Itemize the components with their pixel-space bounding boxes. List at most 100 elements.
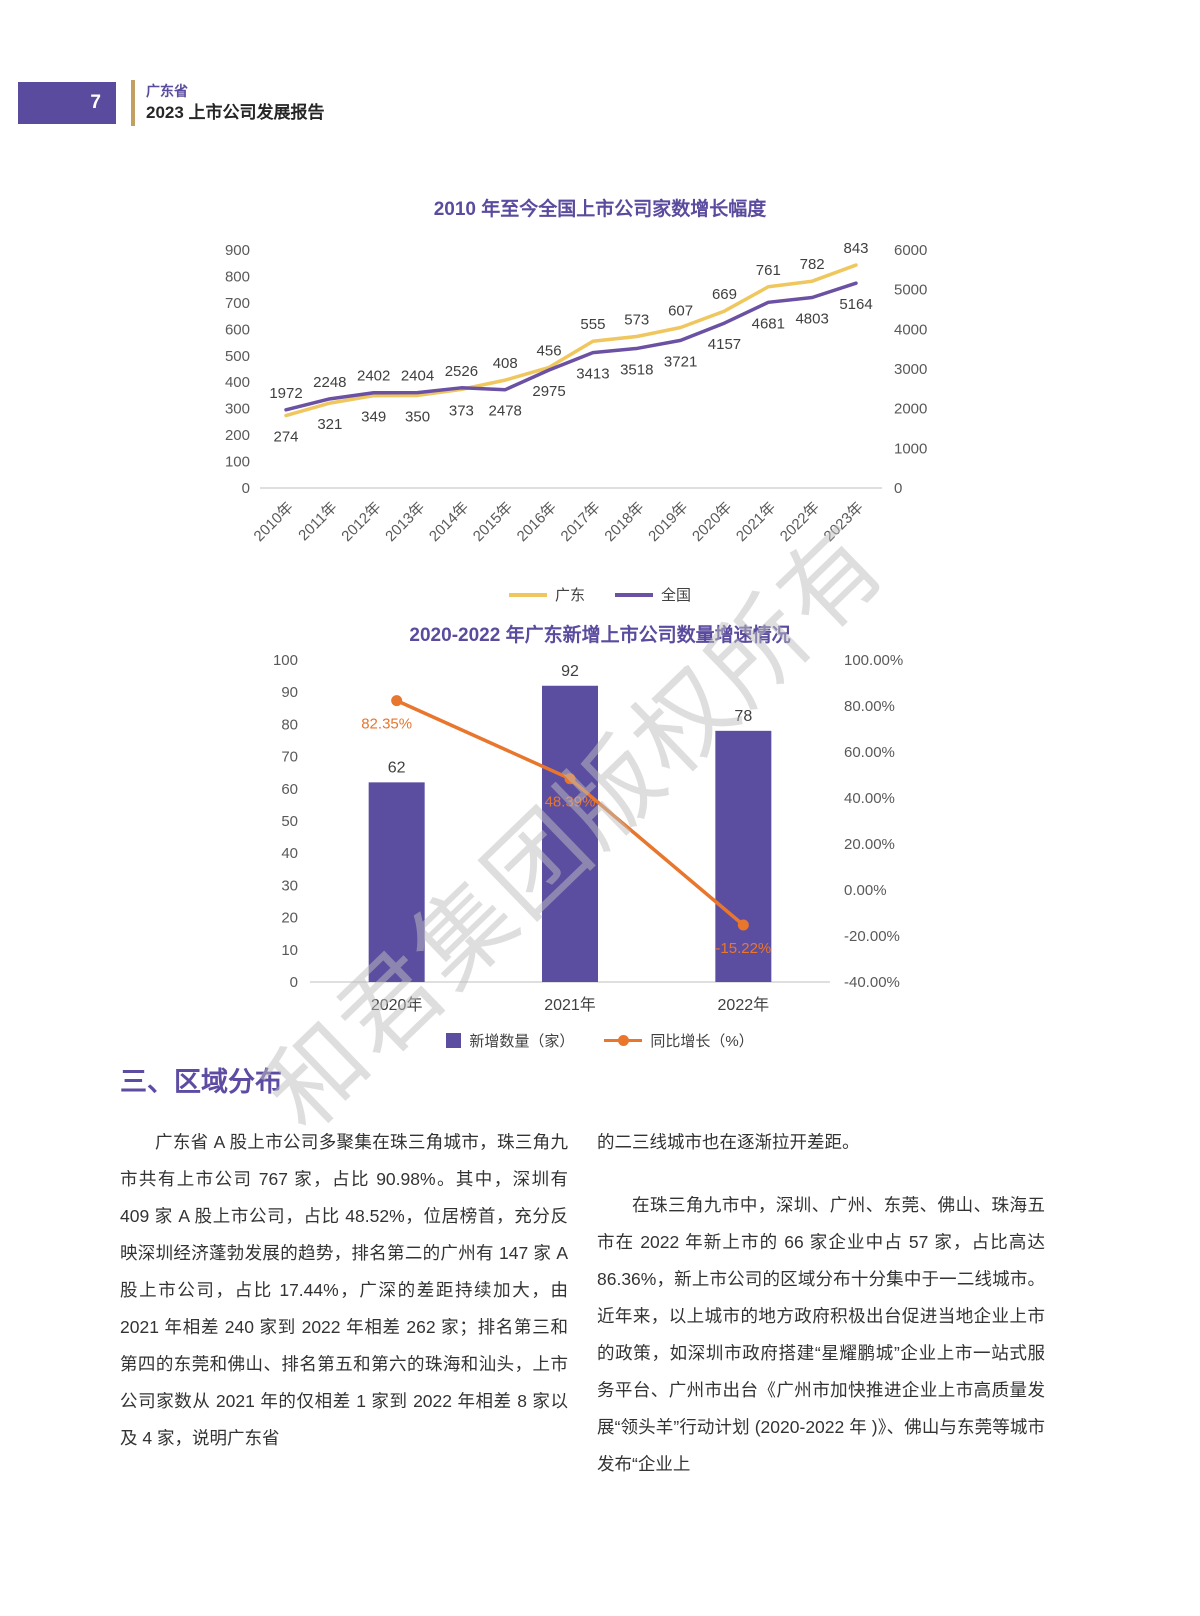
left-axis-tick: 900 [225,242,250,259]
report-header: 广东省 2023 上市公司发展报告 [146,81,325,125]
left-axis-tick: 50 [281,813,298,830]
right-axis-tick: 20.00% [844,836,895,853]
data-label: 607 [668,302,693,319]
right-axis-tick: 100.00% [844,652,903,669]
bar [368,782,425,982]
left-axis-tick: 500 [225,348,250,365]
legend-item-national: 全国 [615,584,691,605]
left-axis-tick: 90 [281,684,298,701]
left-axis-tick: 60 [281,781,298,798]
left-axis-tick: 100 [225,454,250,471]
data-label: 555 [580,316,605,333]
data-label: 4803 [795,310,828,327]
chart2-title: 2020-2022 年广东新增上市公司数量增速情况 [409,625,791,646]
chart2-canvas: 1009080706050403020100100.00%80.00%60.00… [273,652,903,1014]
left-axis-tick: 70 [281,749,298,766]
guangdong-line-swatch [508,592,547,597]
left-axis-tick: 200 [225,427,250,444]
right-axis-tick: -40.00% [844,974,900,991]
data-label: 350 [405,408,430,425]
legend-label-yoy-growth: 同比增长（%） [650,1033,754,1050]
category-label: 2016年 [514,499,560,545]
header-title: 广东省 [146,83,188,99]
data-label: 321 [317,416,342,433]
legend-item-guangdong: 广东 [508,584,585,605]
series-line [284,281,858,412]
left-axis-tick: 40 [281,845,298,862]
right-axis-tick: 2000 [894,401,927,418]
paragraph: 在珠三角九市中，深圳、广州、东莞、佛山、珠海五市在 2022 年新上市的 66 … [597,1195,1045,1474]
data-label: 3721 [664,353,697,370]
category-label: 2021年 [544,996,596,1014]
data-label: 2402 [357,368,390,385]
category-label: 2020年 [689,499,735,545]
data-label: 761 [756,262,781,279]
category-label: 2012年 [338,499,384,545]
left-axis-tick: 100 [273,652,298,669]
category-label: 2010年 [251,499,297,545]
marker [737,919,749,931]
data-label: 2248 [313,374,346,391]
right-axis-tick: 0 [894,480,902,497]
national-line-swatch [615,592,653,597]
data-label: 4157 [708,336,741,353]
legend-item-new-listings: 新增数量（家） [446,1030,574,1051]
header-divider [131,80,135,126]
category-label: 2022年 [718,996,770,1014]
bar [715,730,772,982]
section-heading: 三、区域分布 [120,1067,282,1097]
data-label: 373 [449,402,474,419]
right-axis-tick: -20.00% [844,928,900,945]
left-axis-tick: 20 [281,910,298,927]
growth-label: 82.35% [361,716,412,733]
left-axis-tick: 0 [242,480,250,497]
left-column: 广东省 A 股上市公司多聚集在珠三角城市，珠三角九市共有上市公司 767 家，占… [120,1124,568,1457]
left-axis-tick: 0 [290,974,298,991]
left-axis-tick: 800 [225,268,250,285]
right-axis-tick: 6000 [894,242,927,259]
category-label: 2022年 [777,499,823,545]
marker-dot-swatch [618,1035,630,1046]
paragraph: 的二三线城市也在逐渐拉开差距。 [597,1132,860,1152]
bar [542,685,598,982]
bar-label: 78 [734,708,752,725]
legend-label-new-listings: 新增数量（家） [469,1033,575,1050]
data-label: 274 [273,429,298,446]
growth-label: -15.22% [715,940,771,957]
left-axis-tick: 80 [281,716,298,733]
left-axis-tick: 10 [281,942,298,959]
data-label: 573 [624,311,649,328]
bar-label: 62 [388,759,406,776]
data-label: 2478 [489,403,522,420]
marker [564,773,576,785]
category-label: 2014年 [426,499,472,545]
right-axis-tick: 4000 [894,321,927,338]
data-label: 2404 [401,368,434,385]
chart2-legend: 新增数量（家） 同比增长（%） [0,1030,1200,1051]
category-label: 2011年 [295,499,340,544]
chart1-legend: 广东 全国 [0,584,1200,605]
data-label: 2526 [445,363,478,380]
left-axis-tick: 700 [225,295,250,312]
right-column: 的二三线城市也在逐渐拉开差距。在珠三角九市中，深圳、广州、东莞、佛山、珠海五市在… [597,1124,1045,1483]
data-label: 408 [493,355,518,372]
category-label: 2013年 [382,499,428,545]
data-label: 782 [800,256,825,273]
data-label: 1972 [269,385,302,402]
data-label: 5164 [839,296,872,313]
series-line [284,263,858,418]
category-label: 2021年 [733,499,779,545]
category-label: 2019年 [645,499,691,545]
category-label: 2023年 [821,499,867,545]
left-axis-tick: 300 [225,401,250,418]
category-label: 2017年 [558,499,604,545]
right-axis-tick: 5000 [894,282,927,299]
marker [391,695,403,707]
line-swatch [604,1035,643,1046]
data-label: 456 [537,342,562,359]
header-subtitle: 2023 上市公司发展报告 [146,103,325,122]
left-axis-tick: 600 [225,321,250,338]
growth-label: 48.39% [545,794,596,811]
legend-label-guangdong: 广东 [554,587,585,604]
left-axis-tick: 30 [281,877,298,894]
